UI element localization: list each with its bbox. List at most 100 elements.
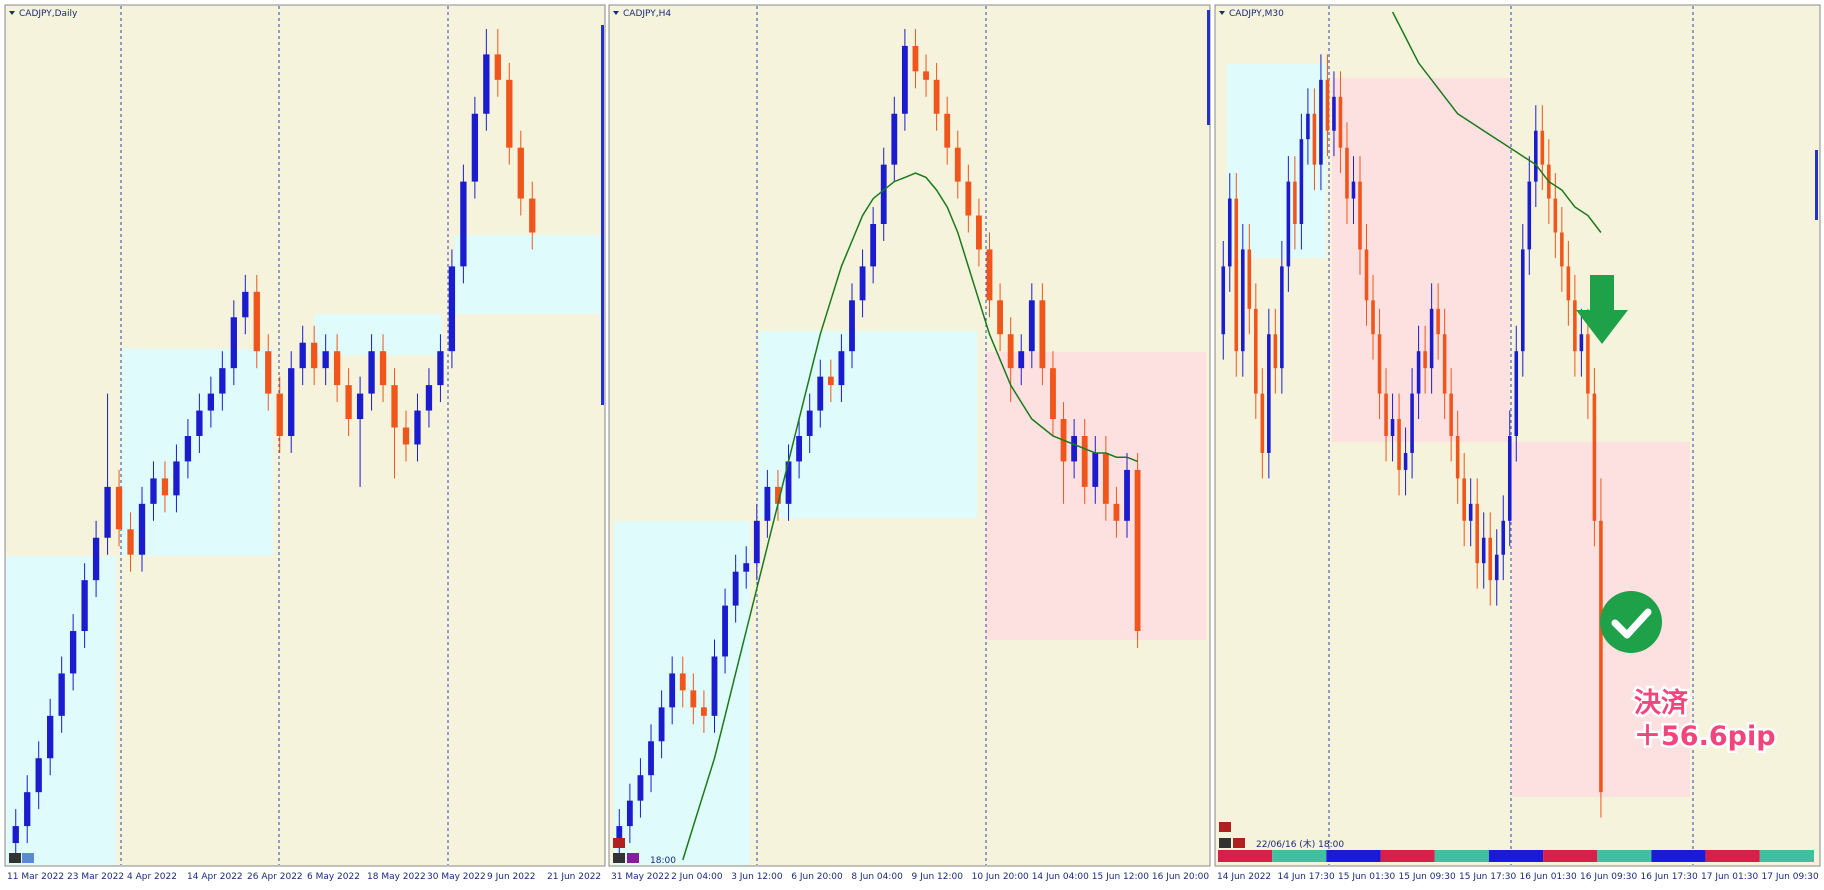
icon: [22, 853, 34, 863]
zone: [1332, 78, 1510, 442]
panel-title: CADJPY,H4: [623, 9, 671, 19]
chart-panel: CADJPY,H4 31 May 2022 2 Jun 04:00 3 Jun 12:…: [611, 9, 1209, 882]
moving-average: [682, 172, 1138, 861]
candle-body: [1338, 96, 1343, 148]
candle-body: [1371, 300, 1375, 335]
candle-body: [1449, 393, 1453, 436]
icon: [613, 853, 625, 863]
candle-body: [1514, 351, 1519, 436]
x-tick-label: 26 Apr 2022: [247, 872, 303, 882]
icon: [9, 853, 21, 863]
candle-body: [806, 410, 813, 436]
indicator-segment: [1651, 850, 1706, 862]
candle-body: [1028, 300, 1035, 352]
candle-body: [1410, 393, 1414, 453]
candle-body: [1534, 130, 1538, 182]
candle-body: [1481, 537, 1486, 564]
candle-body: [1468, 503, 1473, 521]
x-tick-label: 10 Jun 20:00: [972, 872, 1029, 882]
candle-body: [690, 690, 697, 708]
x-tick-label: 16 Jun 17:30: [1641, 872, 1698, 882]
check-mark: [1611, 608, 1652, 639]
candle-body: [859, 266, 866, 301]
candle-body: [1520, 249, 1525, 352]
icon: [1219, 822, 1231, 832]
x-tick-label: 11 Mar 2022: [7, 872, 64, 882]
candle-body: [954, 147, 961, 182]
candle-body: [299, 342, 306, 369]
candle-body: [356, 393, 364, 420]
candle-body: [1429, 308, 1434, 369]
candle-body: [1436, 308, 1440, 335]
candle-body: [1462, 478, 1466, 521]
candle-body: [368, 351, 375, 394]
candle-body: [1267, 334, 1271, 453]
candle-body: [838, 351, 845, 386]
annotation: 決済: [1634, 687, 1689, 719]
candle-body: [1364, 249, 1369, 301]
zone: [986, 352, 1206, 640]
candle-body: [626, 800, 633, 827]
candle-body: [648, 741, 654, 776]
x-tick-label: 23 Mar 2022: [67, 872, 124, 882]
candle-body: [12, 826, 19, 844]
candle-body: [529, 198, 536, 233]
candle-body: [1227, 198, 1232, 267]
candle-body: [1377, 334, 1382, 394]
icon: [613, 838, 625, 848]
indicator-segment: [1272, 850, 1327, 862]
candle-body: [1423, 351, 1427, 369]
candle-body: [161, 478, 169, 496]
candle-body: [1113, 503, 1120, 521]
candle-body: [1566, 266, 1571, 301]
candle-body: [104, 486, 111, 538]
candle-body: [1507, 436, 1512, 521]
x-tick-label: 14 Apr 2022: [187, 872, 243, 882]
candle-body: [817, 376, 824, 411]
candle-body: [1540, 130, 1545, 165]
indicator-segment: [1434, 850, 1489, 862]
period-separators: [120, 6, 1694, 865]
x-tick-label: 14 Jun 2022: [1217, 872, 1271, 882]
indicator-segment: [1488, 850, 1544, 862]
candle-body: [1071, 436, 1078, 462]
candle-body: [1306, 113, 1310, 140]
candle-body: [1553, 198, 1558, 233]
zone: [121, 349, 273, 556]
candle-body: [460, 181, 467, 267]
x-tick-label: 30 May 2022: [427, 872, 486, 882]
down-arrow: [1576, 275, 1628, 344]
candle-body: [1293, 181, 1297, 224]
candle-body: [115, 486, 123, 530]
candle-body: [414, 410, 421, 445]
x-tick-label: 14 Jun 17:30: [1278, 872, 1335, 882]
candle-body: [333, 351, 341, 386]
indicator-segment: [1543, 850, 1598, 862]
candle-body: [391, 385, 398, 428]
candle-body: [506, 79, 513, 148]
candle-body: [47, 715, 54, 759]
candle-body: [288, 368, 295, 436]
candle-body: [127, 529, 134, 555]
candle-body: [1416, 351, 1421, 394]
x-tick-label: 16 Jun 01:30: [1520, 872, 1577, 882]
candle-body: [1599, 520, 1603, 793]
indicator-segment: [1759, 850, 1814, 862]
candle-body: [827, 376, 834, 386]
candle-body: [1332, 96, 1336, 131]
candle-body: [1092, 452, 1099, 487]
indicator-segment: [1326, 850, 1381, 862]
candle-body: [1573, 300, 1577, 352]
icon: [1219, 838, 1231, 848]
candle-body: [1234, 198, 1239, 352]
candle-body: [1579, 334, 1584, 352]
candle-body: [92, 537, 100, 581]
time-label: 22/06/16 (木) 18:00: [1256, 838, 1344, 850]
x-tick-label: 15 Jun 17:30: [1459, 872, 1516, 882]
candle-body: [1351, 181, 1356, 199]
candle-body: [1390, 419, 1395, 436]
candle-body: [1527, 181, 1532, 250]
candle-body: [775, 486, 781, 504]
candle-body: [1358, 181, 1362, 250]
